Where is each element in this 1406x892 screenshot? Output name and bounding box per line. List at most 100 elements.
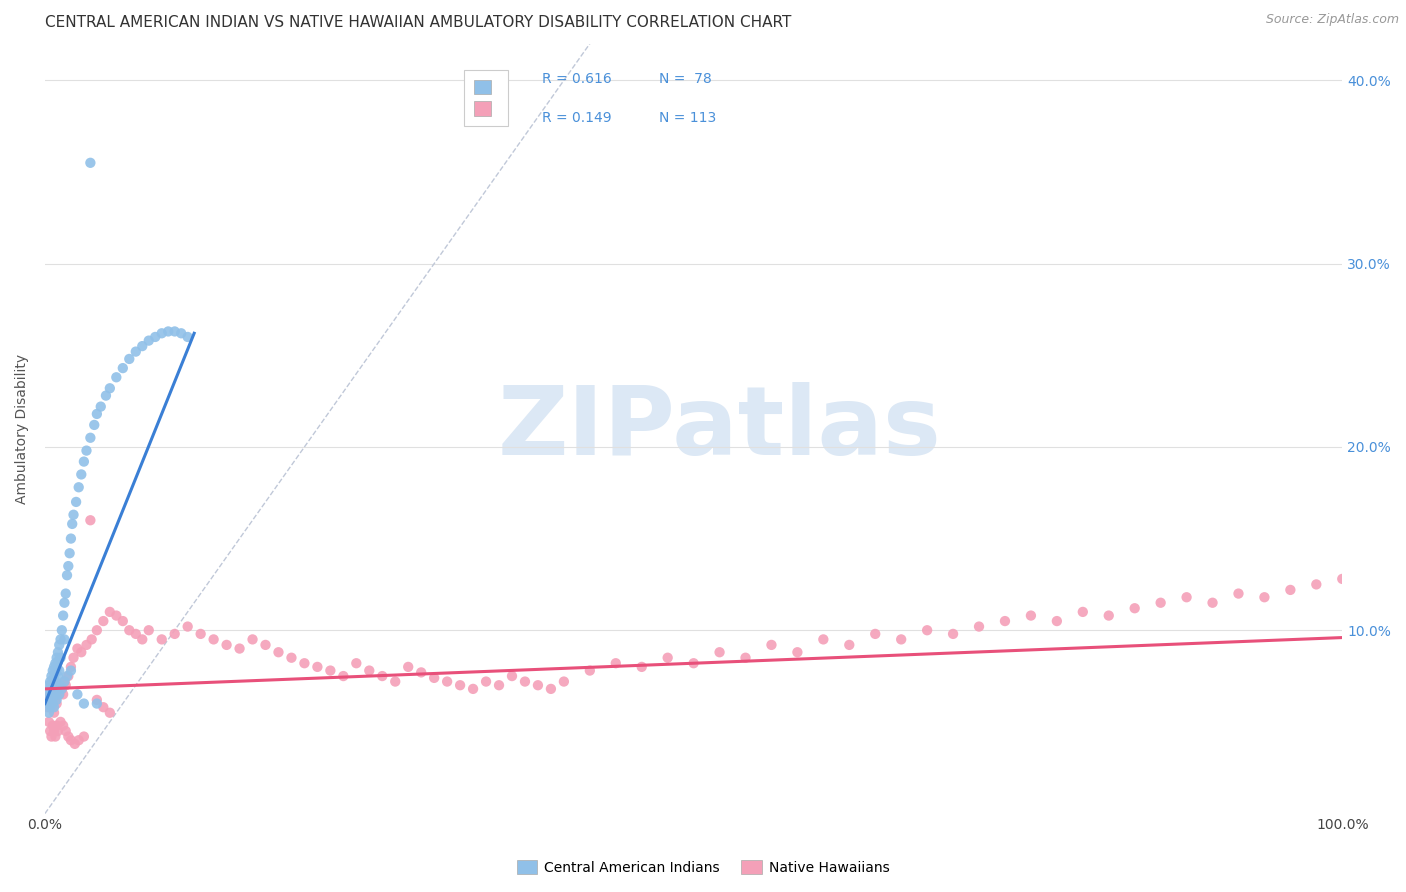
Point <box>1046 614 1069 628</box>
Point <box>280 650 302 665</box>
Point <box>242 632 264 647</box>
Point <box>42 664 65 678</box>
Point <box>98 706 121 720</box>
Point <box>1201 596 1223 610</box>
Point <box>838 638 860 652</box>
Point <box>396 660 419 674</box>
Point <box>42 697 65 711</box>
Point <box>39 681 62 696</box>
Point <box>65 495 87 509</box>
Point <box>53 632 76 647</box>
Point <box>46 681 69 696</box>
Point <box>58 669 80 683</box>
Point <box>111 361 134 376</box>
Point <box>66 687 89 701</box>
Point <box>52 687 75 701</box>
Point <box>163 325 186 339</box>
Point <box>86 693 108 707</box>
Point <box>915 624 938 638</box>
Point <box>579 664 602 678</box>
Point <box>37 697 59 711</box>
Point <box>49 714 72 729</box>
Point <box>51 681 73 696</box>
Point <box>170 326 193 341</box>
Point <box>461 681 484 696</box>
Point <box>48 664 70 678</box>
Point <box>58 730 80 744</box>
Point <box>630 660 652 674</box>
Point <box>76 638 98 652</box>
Point <box>41 669 63 683</box>
Legend: Central American Indians, Native Hawaiians: Central American Indians, Native Hawaiia… <box>510 855 896 880</box>
Point <box>475 674 498 689</box>
Point <box>254 638 277 652</box>
Point <box>39 687 62 701</box>
Point <box>190 627 212 641</box>
Point <box>41 687 63 701</box>
Point <box>38 714 60 729</box>
Point <box>46 669 69 683</box>
Point <box>423 671 446 685</box>
Point <box>37 700 59 714</box>
Point <box>93 700 115 714</box>
Point <box>45 697 67 711</box>
Point <box>138 624 160 638</box>
Point <box>38 678 60 692</box>
Point <box>62 508 84 522</box>
Point <box>73 730 96 744</box>
Point <box>83 417 105 432</box>
Point <box>501 669 523 683</box>
Point <box>59 660 82 674</box>
Point <box>51 624 73 638</box>
Point <box>44 657 66 671</box>
Point <box>42 671 65 685</box>
Point <box>42 673 65 687</box>
Point <box>60 516 83 531</box>
Point <box>294 657 316 671</box>
Point <box>813 632 835 647</box>
Point <box>53 596 76 610</box>
Point <box>682 657 704 671</box>
Point <box>39 724 62 739</box>
Point <box>157 325 180 339</box>
Point <box>66 641 89 656</box>
Point <box>488 678 510 692</box>
Point <box>79 156 101 170</box>
Point <box>55 586 77 600</box>
Point <box>449 678 471 692</box>
Point <box>163 627 186 641</box>
Point <box>41 693 63 707</box>
Point <box>42 660 65 674</box>
Point <box>1149 596 1171 610</box>
Point <box>67 733 90 747</box>
Point <box>143 330 166 344</box>
Point <box>42 718 65 732</box>
Point <box>52 608 75 623</box>
Text: ZIPatlas: ZIPatlas <box>498 382 942 475</box>
Point <box>131 632 153 647</box>
Point <box>202 632 225 647</box>
Point <box>1227 586 1250 600</box>
Point <box>176 619 198 633</box>
Point <box>42 681 65 696</box>
Point <box>45 650 67 665</box>
Point <box>1175 591 1198 605</box>
Point <box>150 326 173 341</box>
Point <box>93 614 115 628</box>
Point <box>42 700 65 714</box>
Point <box>1253 591 1275 605</box>
Point <box>540 681 562 696</box>
Point <box>45 693 67 707</box>
Text: CENTRAL AMERICAN INDIAN VS NATIVE HAWAIIAN AMBULATORY DISABILITY CORRELATION CHA: CENTRAL AMERICAN INDIAN VS NATIVE HAWAII… <box>45 15 792 30</box>
Point <box>49 678 72 692</box>
Point <box>52 718 75 732</box>
Point <box>138 334 160 348</box>
Point <box>59 546 82 560</box>
Point <box>105 370 128 384</box>
Point <box>267 645 290 659</box>
Point <box>786 645 808 659</box>
Point <box>411 665 433 680</box>
Point <box>42 724 65 739</box>
Point <box>125 627 148 641</box>
Point <box>44 687 66 701</box>
